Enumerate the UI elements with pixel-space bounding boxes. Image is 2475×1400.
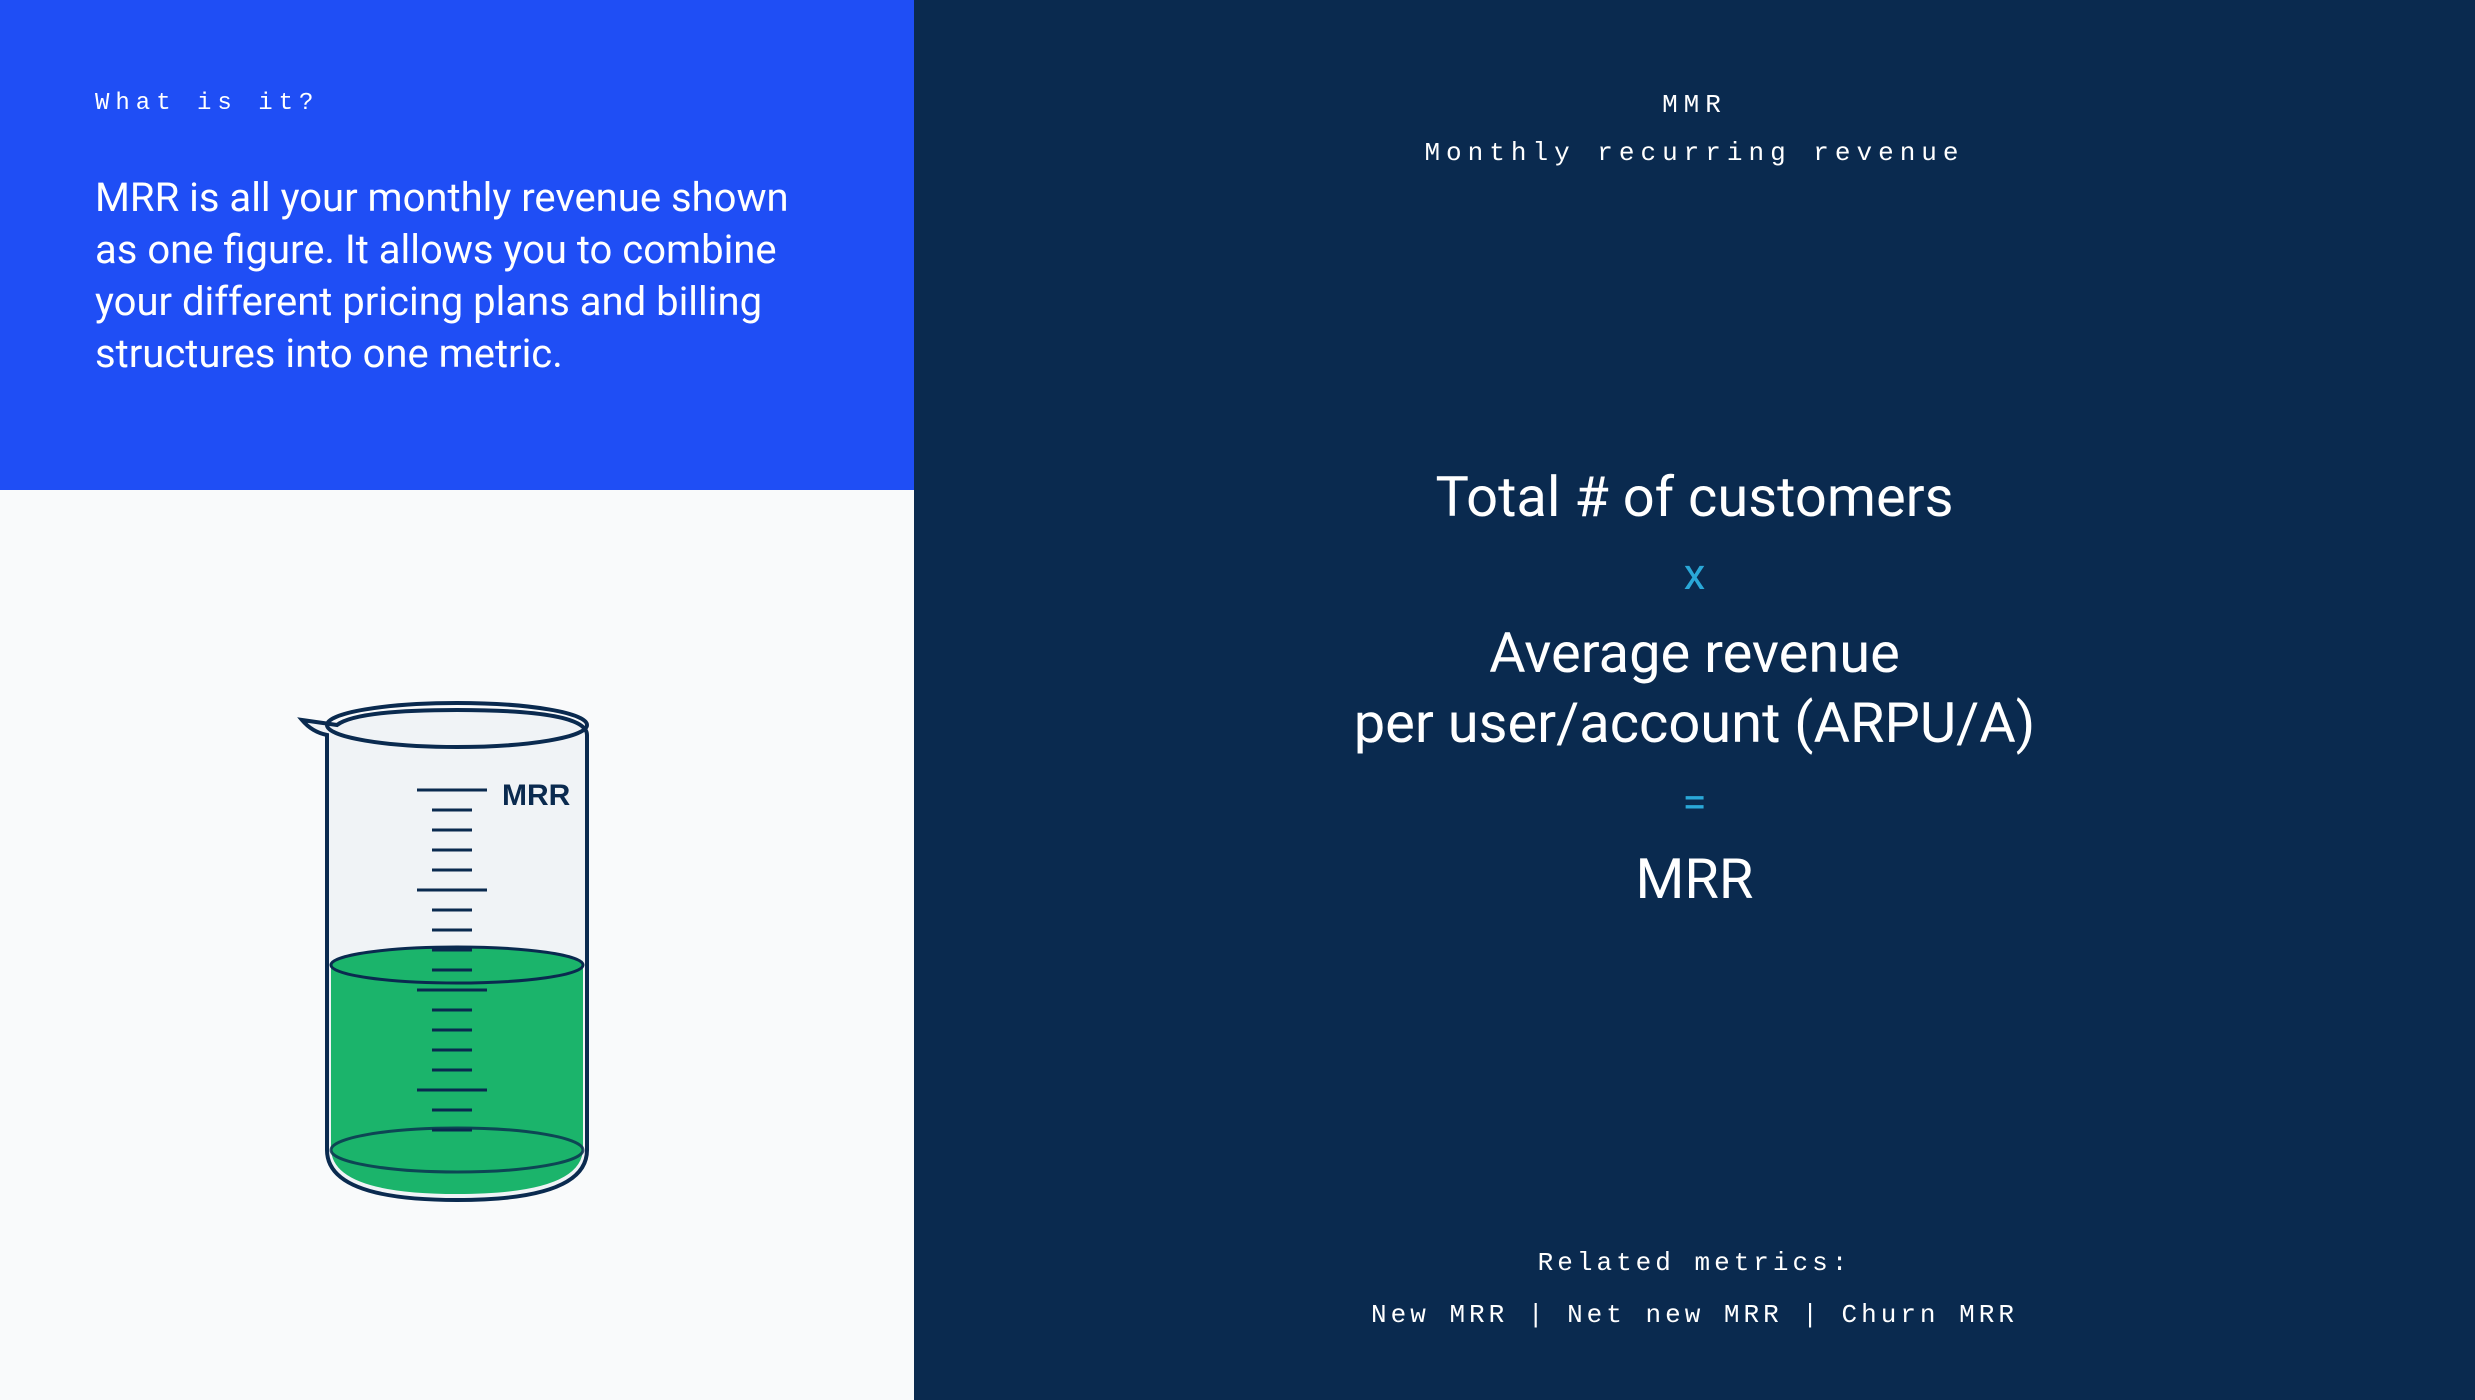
- metric-abbr: MMR: [1424, 90, 1964, 120]
- beaker-liquid-surface: [331, 947, 583, 983]
- formula-equals-icon: =: [1682, 776, 1706, 828]
- related-metrics: Related metrics: New MRR | Net new MRR |…: [1371, 1248, 2018, 1330]
- related-items: New MRR | Net new MRR | Churn MRR: [1371, 1300, 2018, 1330]
- left-panel: What is it? MRR is all your monthly reve…: [0, 0, 914, 1400]
- beaker-illustration: MRR: [257, 670, 657, 1220]
- description-text: MRR is all your monthly revenue shown as…: [95, 172, 795, 380]
- beaker-label: MRR: [502, 779, 571, 812]
- left-top-section: What is it? MRR is all your monthly reve…: [0, 0, 914, 490]
- formula-line-2a: Average revenue: [1489, 620, 1900, 686]
- related-label: Related metrics:: [1371, 1248, 2018, 1278]
- right-panel: MMR Monthly recurring revenue Total # of…: [914, 0, 2475, 1400]
- formula-block: Total # of customers x Average revenue p…: [1354, 128, 2036, 1248]
- formula-multiply-icon: x: [1684, 548, 1706, 600]
- beaker-liquid: [331, 960, 583, 1194]
- formula-line-2: Average revenue per user/account (ARPU/A…: [1354, 618, 2036, 758]
- left-bottom-section: MRR: [0, 490, 914, 1400]
- formula-result: MRR: [1636, 846, 1754, 912]
- formula-line-2b: per user/account (ARPU/A): [1354, 690, 2036, 756]
- eyebrow-label: What is it?: [95, 90, 819, 117]
- formula-line-1: Total # of customers: [1435, 464, 1953, 530]
